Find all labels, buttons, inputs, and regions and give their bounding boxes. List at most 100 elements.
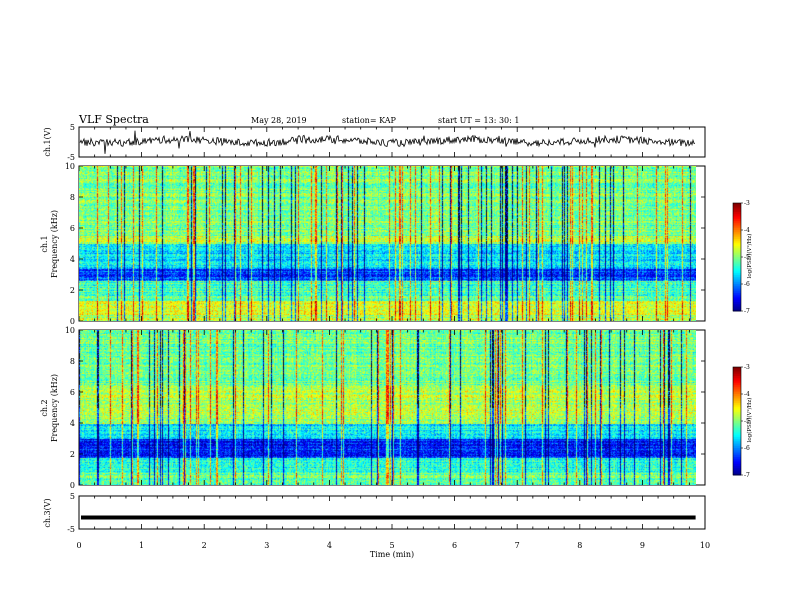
ch2-colorbar-tick-label: -7: [744, 472, 750, 479]
ch1-waveform-ylabel: ch.1(V): [43, 127, 52, 156]
ch1-spectrogram-ylabel-frequency: Frequency (kHz): [50, 210, 59, 278]
x-tick-label: 5: [389, 541, 394, 550]
ch1-colorbar-segment: [733, 215, 741, 218]
ch2-colorbar-segment: [733, 435, 741, 438]
ch2-colorbar-segment: [733, 426, 741, 429]
ch2-spectrogram-y-tick-label: 6: [70, 388, 75, 397]
ch2-colorbar-segment: [733, 449, 741, 453]
x-tick-label: 1: [139, 541, 144, 550]
ch2-colorbar-segment: [733, 401, 741, 404]
ch2-colorbar-segment: [733, 385, 741, 388]
ch1-colorbar-segment: [733, 244, 741, 247]
ch2-colorbar-segment: [733, 444, 741, 447]
ch2-colorbar-segment: [733, 422, 741, 426]
ch1-waveform-y-tick-label: 5: [70, 123, 75, 132]
ch2-colorbar-segment: [733, 374, 741, 377]
ch1-colorbar-segment: [733, 296, 741, 299]
ch2-colorbar-segment: [733, 410, 741, 413]
ch1-colorbar-segment: [733, 264, 741, 267]
ch1-colorbar-segment: [733, 282, 741, 285]
ch1-colorbar-segment: [733, 235, 741, 238]
ch1-colorbar-segment: [733, 240, 741, 244]
ch1-colorbar-segment: [733, 309, 741, 312]
ch2-colorbar-tick-label: -4: [744, 391, 750, 398]
ch1-colorbar-segment: [733, 219, 741, 222]
ch1-colorbar-segment: [733, 255, 741, 258]
ch1-colorbar-segment: [733, 206, 741, 209]
ch1-spectrogram-heatmap: [79, 166, 696, 321]
ch2-spectrogram-y-tick-label: 4: [70, 419, 75, 428]
ch1-colorbar-segment: [733, 271, 741, 274]
x-tick-label: 7: [515, 541, 520, 550]
ch1-colorbar-segment: [733, 230, 741, 233]
ch1-colorbar-segment: [733, 300, 741, 303]
ch1-colorbar-segment: [733, 239, 741, 242]
ch1-waveform-trace: [79, 130, 695, 154]
ch1-colorbar-segment: [733, 285, 741, 289]
ch1-colorbar-segment: [733, 253, 741, 256]
ch2-colorbar-segment: [733, 406, 741, 409]
colorbars: -3 -4 -5 -6 -7 -3 -4 -5 -6 -7: [732, 200, 750, 479]
ch1-colorbar-segment: [733, 260, 741, 263]
ch2-spectrogram-plot: [79, 330, 696, 485]
ch1-colorbar-segment: [733, 226, 741, 229]
ch1-colorbar-segment: [733, 233, 741, 236]
ch2-colorbar-segment: [733, 413, 741, 417]
ch1-colorbar-segment: [733, 276, 741, 280]
ch1-colorbar-segment: [733, 294, 741, 298]
ch1-colorbar-segment: [733, 231, 741, 235]
start-time-label: start UT = 13: 30: 1: [438, 116, 519, 125]
ch1-colorbar-segment: [733, 257, 741, 260]
ch1-colorbar-segment: [733, 262, 741, 265]
x-tick-label: 9: [640, 541, 645, 550]
ch2-colorbar-segment: [733, 403, 741, 406]
ch1-colorbar-tick-label: -4: [744, 227, 750, 234]
ch2-colorbar-segment: [733, 473, 741, 476]
ch2-colorbar-segment: [733, 368, 741, 372]
ch1-colorbar-tick-label: -7: [744, 308, 750, 315]
ch1-colorbar-segment: [733, 224, 741, 227]
x-tick-label: 8: [577, 541, 582, 550]
ch3-waveform-ylabel: ch.3(V): [43, 498, 52, 527]
ch1-colorbar-tick-label: -5: [744, 254, 750, 261]
ch3-waveform-y-tick-label: 5: [70, 492, 75, 501]
ch2-colorbar-segment: [733, 431, 741, 435]
date-label: May 28, 2019: [251, 116, 307, 125]
ch1-colorbar-segment: [733, 228, 741, 231]
ch1-colorbar-segment: [733, 302, 741, 305]
ch2-colorbar-segment: [733, 428, 741, 431]
ch1-colorbar-segment: [733, 213, 741, 217]
ch1-colorbar-segment: [733, 291, 741, 294]
x-tick-label: 2: [202, 541, 207, 550]
ch2-colorbar-label: log(PSD)(V²/Hz): [746, 398, 753, 443]
figure-title: VLF Spectra: [78, 113, 149, 126]
station-label: station= KAP: [342, 116, 397, 125]
ch1-colorbar-segment: [733, 303, 741, 307]
ch2-spectrogram-ylabel-channel: ch.2: [40, 399, 49, 416]
ch1-colorbar-segment: [733, 273, 741, 276]
ch1-colorbar-segment: [733, 284, 741, 287]
x-tick-label: 6: [452, 541, 457, 550]
ch1-colorbar-segment: [733, 221, 741, 224]
ch2-colorbar-segment: [733, 370, 741, 373]
ch2-colorbar-segment: [733, 458, 741, 462]
ch1-colorbar-segment: [733, 280, 741, 283]
ch2-colorbar-segment: [733, 417, 741, 420]
ch2-colorbar-segment: [733, 421, 741, 424]
ch2-colorbar-segment: [733, 460, 741, 463]
ch2-colorbar-segment: [733, 412, 741, 415]
ch1-colorbar-segment: [733, 269, 741, 272]
ch2-colorbar-segment: [733, 379, 741, 382]
ch1-colorbar-segment: [733, 298, 741, 301]
ch2-colorbar-segment: [733, 395, 741, 399]
ch2-spectrogram-heatmap: [79, 330, 696, 485]
ch1-colorbar-segment: [733, 267, 741, 271]
ch1-colorbar-segment: [733, 203, 741, 206]
ch2-spectrogram-y-tick-label: 0: [70, 481, 75, 490]
ch2-colorbar-segment: [733, 433, 741, 436]
ch2-colorbar-segment: [733, 467, 741, 471]
ch2-colorbar-segment: [733, 451, 741, 454]
ch2-colorbar-segment: [733, 446, 741, 449]
